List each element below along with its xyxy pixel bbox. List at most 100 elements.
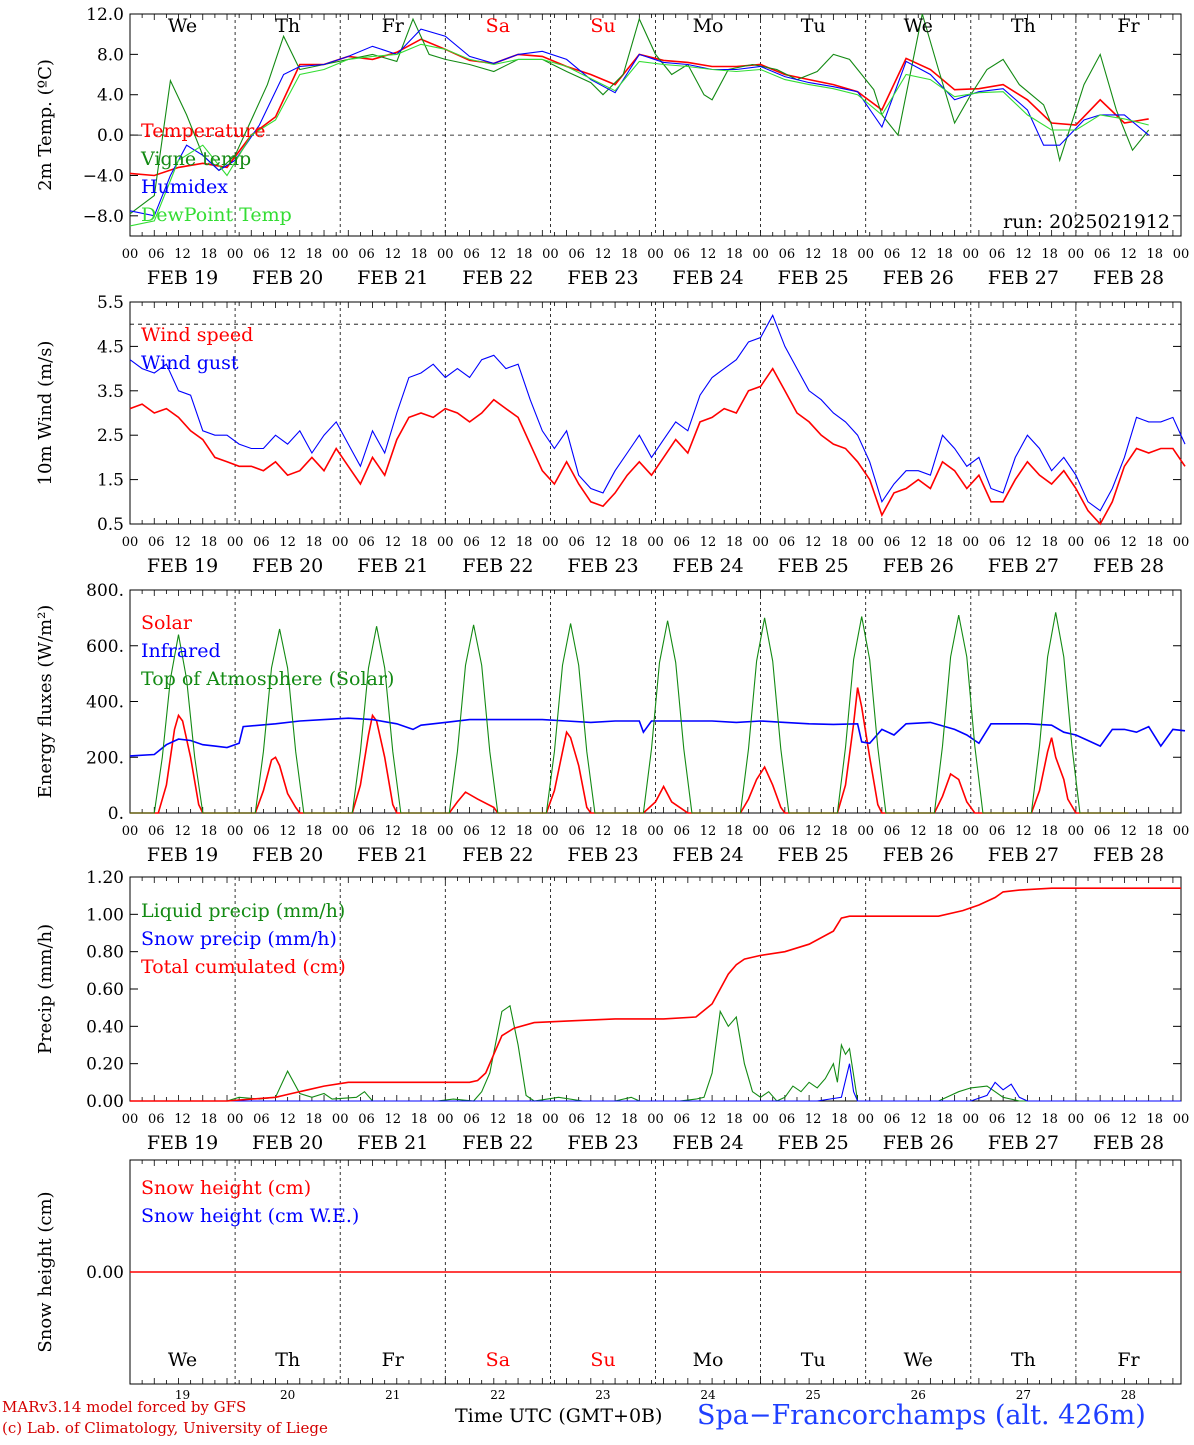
hour-tick-label: 00 — [332, 247, 349, 262]
hour-tick-label: 12 — [174, 247, 191, 262]
hour-tick-label: 00 — [1173, 535, 1190, 550]
y-axis-label: Snow height (cm) — [35, 1191, 56, 1352]
legend-entry: Solar — [141, 612, 193, 634]
hour-tick-label: 12 — [910, 824, 927, 839]
weekday-label-bottom: Tu — [801, 1349, 826, 1371]
hour-tick-label: 06 — [358, 535, 375, 550]
y-tick-label: 0.0 — [97, 126, 124, 146]
hour-tick-label: 18 — [936, 535, 953, 550]
y-tick-label: −8.0 — [83, 207, 124, 227]
hour-tick-label: 06 — [884, 535, 901, 550]
hour-tick-label: 00 — [332, 824, 349, 839]
date-label: FEB 21 — [357, 1132, 428, 1154]
weekday-label-bottom: We — [168, 1349, 197, 1371]
y-axis-label: Precip (mm/h) — [35, 924, 56, 1054]
hour-tick-label: 12 — [700, 1112, 717, 1127]
hour-tick-label: 12 — [595, 535, 612, 550]
series-line — [130, 612, 1129, 814]
date-label: FEB 25 — [778, 844, 849, 866]
hour-tick-label: 18 — [1146, 824, 1163, 839]
hour-tick-label: 12 — [805, 1112, 822, 1127]
y-tick-label: 0.40 — [86, 1017, 124, 1037]
hour-tick-label: 00 — [1068, 535, 1085, 550]
y-tick-label: 0.00 — [86, 1263, 124, 1283]
hour-tick-label: 12 — [595, 1112, 612, 1127]
hour-tick-label: 06 — [148, 535, 165, 550]
hour-tick-label: 18 — [516, 1112, 533, 1127]
date-label: FEB 22 — [462, 844, 533, 866]
credit-line-1: MARv3.14 model forced by GFS — [2, 1398, 247, 1416]
hour-tick-label: 06 — [989, 824, 1006, 839]
hour-tick-label: 18 — [201, 824, 218, 839]
day-number-label: 27 — [1016, 1388, 1031, 1402]
hour-tick-label: 12 — [384, 1112, 401, 1127]
hour-tick-label: 12 — [1015, 247, 1032, 262]
y-tick-label: 4.5 — [97, 337, 124, 357]
hour-tick-label: 00 — [437, 247, 454, 262]
x-axis-label: Time UTC (GMT+0B) — [455, 1405, 663, 1427]
hour-tick-label: 18 — [831, 247, 848, 262]
y-axis-label: 2m Temp. (ºC) — [35, 59, 56, 191]
legend-entry: Total cumulated (cm) — [141, 956, 346, 978]
hour-tick-label: 06 — [884, 824, 901, 839]
day-number-label: 25 — [806, 1388, 821, 1402]
hour-tick-label: 06 — [674, 824, 691, 839]
y-tick-label: 4.0 — [97, 86, 124, 106]
y-tick-label: 0.80 — [86, 943, 124, 963]
hour-tick-label: 00 — [1173, 247, 1190, 262]
hour-tick-label: 12 — [490, 1112, 507, 1127]
legend-entry: Infrared — [141, 640, 221, 662]
hour-tick-label: 18 — [306, 824, 323, 839]
panel-5: 0.00 Snow height (cm) Snow height (cm) Snow… — [35, 1159, 1182, 1385]
hour-tick-label: 00 — [752, 1112, 769, 1127]
hour-tick-label: 18 — [201, 535, 218, 550]
series-line — [129, 717, 1186, 757]
legend-entry: Humidex — [141, 176, 228, 198]
hour-tick-label: 18 — [1146, 1112, 1163, 1127]
hour-tick-label: 12 — [700, 824, 717, 839]
hour-tick-label: 00 — [963, 1112, 980, 1127]
hour-tick-label: 00 — [1173, 824, 1190, 839]
y-tick-label: 1.5 — [97, 471, 124, 491]
date-label: FEB 23 — [567, 555, 638, 577]
hour-tick-label: 18 — [1041, 247, 1058, 262]
hour-tick-label: 18 — [306, 535, 323, 550]
hour-tick-label: 00 — [857, 535, 874, 550]
hour-tick-label: 00 — [752, 535, 769, 550]
hour-tick-label: 06 — [779, 824, 796, 839]
hour-tick-label: 06 — [568, 535, 585, 550]
series-line — [129, 28, 1150, 217]
hour-tick-label: 18 — [621, 1112, 638, 1127]
date-label: FEB 27 — [988, 1132, 1059, 1154]
date-label: FEB 27 — [988, 844, 1059, 866]
hour-tick-label: 18 — [936, 1112, 953, 1127]
hour-tick-label: 00 — [227, 247, 244, 262]
hour-tick-label: 00 — [122, 247, 139, 262]
weekday-label-top: Fr — [382, 15, 405, 37]
hour-tick-label: 12 — [490, 247, 507, 262]
hour-tick-label: 00 — [857, 1112, 874, 1127]
panel-3: 0. 200. 400. 600. 800. Energy fluxes (W/m²) So… — [35, 581, 1189, 866]
panel-4: 0.00 0.20 0.40 0.60 0.80 1.00 1.20 Precip (mm/h… — [35, 868, 1189, 1154]
date-label: FEB 22 — [462, 1132, 533, 1154]
date-label: FEB 28 — [1093, 844, 1164, 866]
hour-tick-label: 00 — [647, 1112, 664, 1127]
y-tick-label: 0.20 — [86, 1055, 124, 1075]
hour-tick-label: 12 — [805, 247, 822, 262]
hour-tick-label: 18 — [621, 824, 638, 839]
weekday-label-top: Su — [590, 15, 615, 37]
hour-tick-label: 18 — [831, 535, 848, 550]
hour-tick-label: 06 — [148, 1112, 165, 1127]
date-label: FEB 27 — [988, 555, 1059, 577]
legend-entry: Snow height (cm W.E.) — [141, 1205, 359, 1227]
hour-tick-label: 06 — [253, 1112, 270, 1127]
hour-tick-label: 00 — [963, 535, 980, 550]
date-label: FEB 26 — [883, 1132, 954, 1154]
hour-tick-label: 12 — [490, 535, 507, 550]
weekday-label-top: Th — [1011, 15, 1036, 37]
hour-tick-label: 06 — [884, 247, 901, 262]
hour-tick-label: 18 — [411, 1112, 428, 1127]
y-tick-label: 0. — [108, 804, 124, 824]
hour-tick-label: 00 — [647, 247, 664, 262]
